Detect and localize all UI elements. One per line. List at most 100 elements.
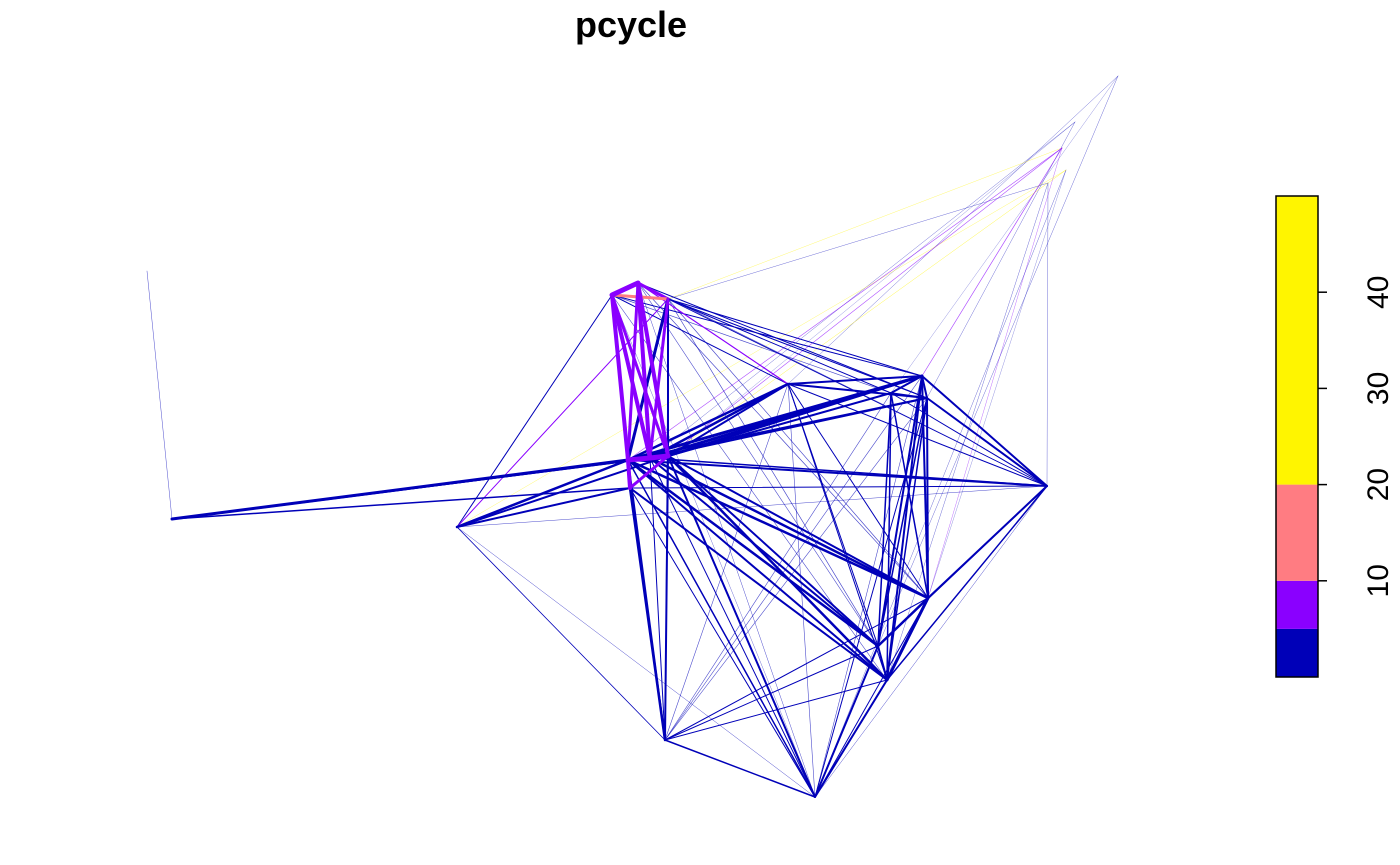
network-edge	[876, 596, 930, 648]
network-edge	[886, 182, 1049, 681]
network-edge	[886, 392, 892, 681]
network-edge	[921, 147, 1063, 377]
network-edge	[814, 597, 929, 798]
network-edge	[877, 75, 1119, 647]
network-edge	[648, 297, 670, 460]
network-edge	[664, 383, 789, 741]
network-edge	[667, 298, 892, 394]
network-edge	[667, 182, 1049, 300]
network-edge	[927, 485, 1048, 599]
network-edge	[456, 485, 1048, 528]
network-edge	[648, 456, 930, 600]
legend-color-band	[1276, 580, 1318, 629]
network-edge	[814, 645, 879, 798]
network-edge	[611, 294, 923, 377]
network-edge	[456, 526, 816, 798]
network-edge	[814, 679, 888, 798]
network-edge	[886, 397, 928, 681]
network-edge	[648, 374, 924, 460]
network-edge	[814, 397, 928, 798]
network-edge	[877, 645, 888, 681]
legend-tick-label: 30	[1362, 372, 1395, 405]
network-edge	[636, 281, 670, 458]
network-edge	[814, 485, 1048, 798]
network-edge	[610, 293, 630, 462]
network-edge	[629, 485, 1048, 489]
network-edge	[886, 485, 1048, 681]
network-edge	[636, 281, 652, 460]
network-edge	[1046, 182, 1049, 487]
network-edge	[627, 459, 1048, 487]
network-edge	[814, 375, 923, 798]
network-edge	[877, 392, 892, 647]
network-edge	[609, 280, 641, 298]
network-edge	[667, 455, 929, 599]
network-edge	[886, 375, 923, 681]
network-edge	[890, 75, 1119, 394]
legend-color-band	[1276, 628, 1318, 677]
network-edge	[627, 147, 1063, 461]
network-edge	[456, 294, 613, 528]
legend-tick-label: 10	[1362, 564, 1395, 597]
network-edge	[927, 169, 1067, 599]
network-edge	[877, 375, 923, 647]
network-edge	[456, 298, 669, 528]
network-edge	[171, 487, 631, 520]
network-edge	[629, 121, 1076, 489]
network-edge	[787, 375, 923, 385]
network-edge	[667, 298, 923, 377]
network-edge	[626, 281, 640, 462]
network-edge	[926, 397, 929, 599]
network-edge	[664, 397, 928, 741]
legend-tick-label: 40	[1362, 276, 1395, 309]
network-edge	[649, 457, 666, 741]
network-edge	[170, 458, 630, 521]
network-edge	[649, 121, 1076, 459]
network-edge	[649, 457, 816, 798]
network-edge	[636, 281, 670, 301]
network-edge	[787, 383, 929, 599]
network-edge	[629, 487, 888, 681]
network-edge	[787, 75, 1119, 385]
network-edge	[664, 597, 929, 741]
network-edge	[926, 121, 1076, 399]
network-edge	[926, 397, 1048, 487]
network-edge	[667, 147, 1063, 300]
network-edge	[637, 282, 879, 647]
network-edge	[885, 596, 930, 682]
network-edges	[146, 75, 1119, 798]
legend-color-band	[1276, 484, 1318, 581]
network-edge	[787, 383, 928, 399]
network-edge	[626, 297, 670, 462]
network-edge	[626, 382, 790, 462]
network-edge	[667, 298, 879, 647]
network-edge	[890, 392, 929, 599]
network-edge	[877, 397, 928, 647]
legend-tick-label: 20	[1362, 468, 1395, 501]
network-edge	[664, 645, 879, 741]
network-edge	[455, 458, 630, 529]
network-edge	[629, 487, 816, 798]
network-edge	[146, 270, 173, 520]
network-edge	[649, 457, 879, 647]
network-edge	[664, 375, 923, 741]
network-edge	[627, 459, 816, 798]
network-edge	[625, 455, 653, 463]
network-edge	[664, 392, 892, 741]
network-edge	[626, 458, 880, 648]
network-edge	[664, 679, 888, 741]
network-edge	[664, 455, 669, 741]
legend-frame	[1275, 195, 1319, 678]
legend: 10 20 30 40	[1275, 195, 1395, 678]
network-edge	[667, 455, 879, 647]
network-edge	[628, 486, 667, 742]
network-edge	[667, 455, 816, 798]
network-edge	[921, 375, 1048, 487]
network-edge	[456, 169, 1067, 528]
network-edge	[626, 458, 632, 490]
network-edge	[667, 298, 928, 399]
network-edge	[611, 294, 892, 394]
network-edge	[647, 453, 671, 461]
chart-title: pcycle	[574, 4, 688, 45]
